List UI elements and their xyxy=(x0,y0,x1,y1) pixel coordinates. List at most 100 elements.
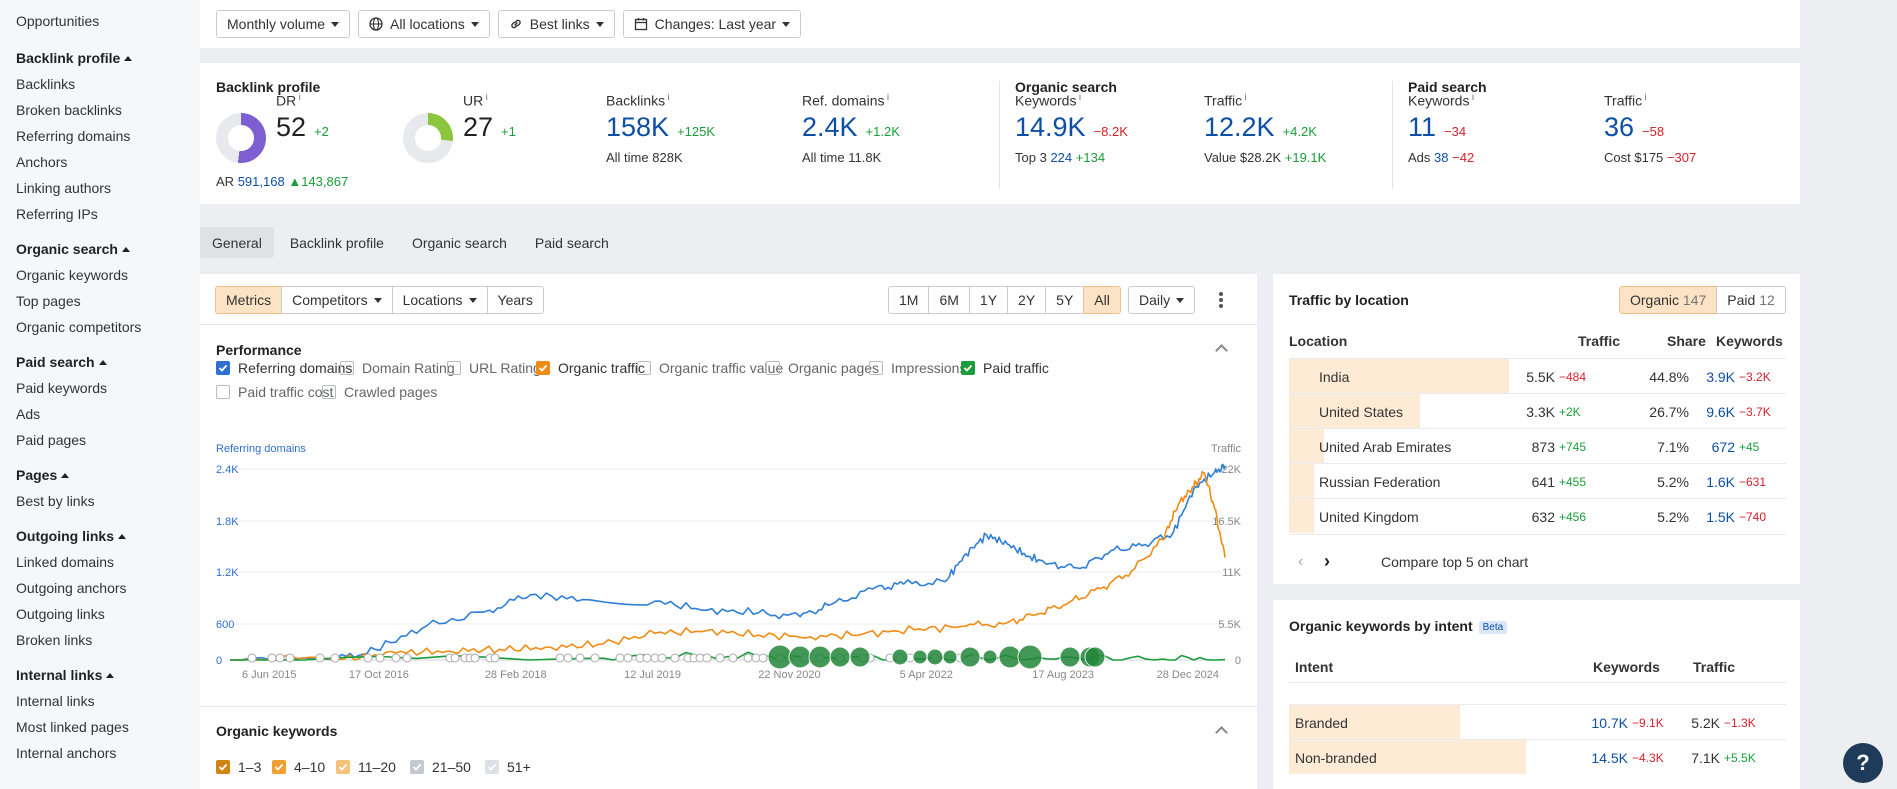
keyword-range-checkbox[interactable]: 11–20 xyxy=(336,759,396,775)
sidebar-item[interactable]: Most linked pages xyxy=(16,719,129,735)
sidebar-group-header[interactable]: Outgoing links xyxy=(16,528,200,544)
sidebar-item-opportunities[interactable]: Opportunities xyxy=(16,13,100,29)
sidebar-item[interactable]: Anchors xyxy=(16,154,68,170)
metrics-button[interactable]: Metrics xyxy=(215,286,283,314)
volume-dropdown[interactable]: Monthly volume xyxy=(216,10,351,38)
years-button[interactable]: Years xyxy=(486,286,544,314)
dr-metric[interactable]: DR i 52 +2 xyxy=(276,92,329,148)
intent-keywords[interactable]: 10.7K xyxy=(1591,715,1628,731)
sidebar-item[interactable]: Organic keywords xyxy=(16,267,129,283)
location-keywords[interactable]: 1.5K xyxy=(1706,509,1735,525)
collapse-chevron-icon[interactable] xyxy=(1215,726,1228,739)
location-keywords[interactable]: 3.9K xyxy=(1706,369,1735,385)
sidebar-item[interactable]: Referring IPs xyxy=(16,206,98,222)
organic-keywords-metric[interactable]: Keywords i 14.9K −8.2K Top 3 224 +134 xyxy=(1015,92,1128,165)
sidebar-item[interactable]: Ads xyxy=(16,406,41,422)
keyword-range-checkbox[interactable]: 1–3 xyxy=(216,759,261,775)
intent-row[interactable]: Non-branded 14.5K −4.3K 7.1K +5.5K xyxy=(1289,739,1786,774)
locations-dropdown[interactable]: All locations xyxy=(358,10,490,38)
intent-row[interactable]: Branded 10.7K −9.1K 5.2K −1.3K xyxy=(1289,704,1786,739)
paid-traffic-metric[interactable]: Traffic i 36 −58 Cost $175 −307 xyxy=(1604,92,1696,165)
more-options-icon[interactable] xyxy=(1219,292,1223,308)
sidebar-item[interactable]: Outgoing links xyxy=(16,606,105,622)
sidebar-item[interactable]: Top pages xyxy=(16,293,81,309)
paid-toggle[interactable]: Paid 12 xyxy=(1716,286,1786,314)
sidebar-item[interactable]: Linked domains xyxy=(16,554,115,570)
tab-organic-search[interactable]: Organic search xyxy=(411,234,507,251)
sidebar-item[interactable]: Linking authors xyxy=(16,180,111,196)
sidebar-group-header[interactable]: Backlink profile xyxy=(16,50,200,66)
sidebar-item[interactable]: Broken backlinks xyxy=(16,102,122,118)
range-2y[interactable]: 2Y xyxy=(1007,286,1047,314)
checkbox-checked-icon xyxy=(485,760,499,774)
sidebar-item[interactable]: Paid keywords xyxy=(16,380,108,396)
intent-keywords[interactable]: 14.5K xyxy=(1591,750,1628,766)
sidebar-item[interactable]: Broken links xyxy=(16,632,93,648)
location-keywords[interactable]: 1.6K xyxy=(1706,474,1735,490)
sidebar-item[interactable]: Paid pages xyxy=(16,432,87,448)
metric-checkbox[interactable]: Referring domains xyxy=(216,360,352,376)
sidebar-group-header[interactable]: Internal links xyxy=(16,667,200,683)
sidebar-group-header[interactable]: Organic search xyxy=(16,241,200,257)
keyword-range-label: 11–20 xyxy=(358,759,396,775)
keyword-range-checkbox[interactable]: 4–10 xyxy=(272,759,325,775)
links-dropdown[interactable]: Best links xyxy=(497,10,615,38)
location-row[interactable]: United Kingdom 632 +456 5.2% 1.5K −740 xyxy=(1289,498,1786,533)
location-row[interactable]: India 5.5K −484 44.8% 3.9K −3.2K xyxy=(1289,358,1786,393)
ref-domains-metric[interactable]: Ref. domains i 2.4K +1.2K All time 11.8K xyxy=(802,92,900,165)
organic-toggle[interactable]: Organic 147 xyxy=(1619,286,1718,314)
next-page-icon[interactable]: › xyxy=(1324,551,1330,571)
organic-traffic-metric[interactable]: Traffic i 12.2K +4.2K Value $28.2K +19.1K xyxy=(1204,92,1326,165)
keyword-range-checkbox[interactable]: 21–50 xyxy=(410,759,471,775)
help-button[interactable]: ? xyxy=(1843,743,1883,783)
changes-dropdown[interactable]: Changes: Last year xyxy=(622,10,802,38)
sidebar-group: Organic search Organic keywords Top pages O… xyxy=(16,241,200,340)
range-5y[interactable]: 5Y xyxy=(1045,286,1085,314)
backlink-profile-title: Backlink profile xyxy=(216,79,321,95)
location-name: United Kingdom xyxy=(1319,509,1419,525)
sidebar-item[interactable]: Organic competitors xyxy=(16,319,142,335)
ur-metric[interactable]: UR i 27 +1 xyxy=(463,92,516,148)
metric-checkbox[interactable]: Impressions xyxy=(869,360,966,376)
metric-checkbox[interactable]: Paid traffic cost xyxy=(216,384,333,400)
tab-paid-search[interactable]: Paid search xyxy=(534,234,609,251)
metric-checkbox[interactable]: Paid traffic xyxy=(961,360,1049,376)
location-keywords[interactable]: 672 xyxy=(1711,439,1735,455)
range-6m[interactable]: 6M xyxy=(928,286,970,314)
competitors-dropdown[interactable]: Competitors xyxy=(281,286,393,314)
range-1m[interactable]: 1M xyxy=(888,286,930,314)
checkbox-label: Domain Rating xyxy=(362,360,455,376)
sidebar-item[interactable]: Internal links xyxy=(16,693,95,709)
tab-general[interactable]: General xyxy=(200,227,274,258)
collapse-chevron-icon[interactable] xyxy=(1215,344,1228,357)
sidebar-item[interactable]: Outgoing anchors xyxy=(16,580,127,596)
checkbox-checked-icon xyxy=(336,760,350,774)
metric-checkbox[interactable]: Organic traffic value xyxy=(637,360,783,376)
location-row[interactable]: United Arab Emirates 873 +745 7.1% 672 +45 xyxy=(1289,428,1786,463)
paid-keywords-metric[interactable]: Keywords i 11 −34 Ads 38 −42 xyxy=(1408,92,1474,165)
metric-checkbox[interactable]: URL Rating xyxy=(447,360,541,376)
sidebar-group-header[interactable]: Pages xyxy=(16,467,200,483)
sidebar-item[interactable]: Best by links xyxy=(16,493,95,509)
annotation-marker xyxy=(715,653,725,663)
sidebar-item[interactable]: Referring domains xyxy=(16,128,131,144)
range-1y[interactable]: 1Y xyxy=(968,286,1009,314)
keyword-range-checkbox[interactable]: 51+ xyxy=(485,759,531,775)
location-keywords[interactable]: 9.6K xyxy=(1706,404,1735,420)
sidebar-item[interactable]: Backlinks xyxy=(16,76,76,92)
range-all[interactable]: All xyxy=(1083,286,1121,314)
location-row[interactable]: United States 3.3K +2K 26.7% 9.6K −3.7K xyxy=(1289,393,1786,428)
metric-checkbox[interactable]: Domain Rating xyxy=(340,360,455,376)
metric-checkbox[interactable]: Organic traffic xyxy=(536,360,645,376)
interval-dropdown[interactable]: Daily xyxy=(1128,286,1196,314)
backlinks-metric[interactable]: Backlinks i 158K +125K All time 828K xyxy=(606,92,715,165)
metric-checkbox[interactable]: Organic pages xyxy=(766,360,879,376)
location-row[interactable]: Russian Federation 641 +455 5.2% 1.6K −631 xyxy=(1289,463,1786,498)
prev-page-icon[interactable]: ‹ xyxy=(1298,553,1304,570)
metric-checkbox[interactable]: Crawled pages xyxy=(322,384,437,400)
sidebar-item[interactable]: Internal anchors xyxy=(16,745,117,761)
locations-chart-dropdown[interactable]: Locations xyxy=(391,286,488,314)
sidebar-group-header[interactable]: Paid search xyxy=(16,354,200,370)
compare-top5-link[interactable]: Compare top 5 on chart xyxy=(1381,554,1529,570)
tab-backlink-profile[interactable]: Backlink profile xyxy=(289,234,384,251)
